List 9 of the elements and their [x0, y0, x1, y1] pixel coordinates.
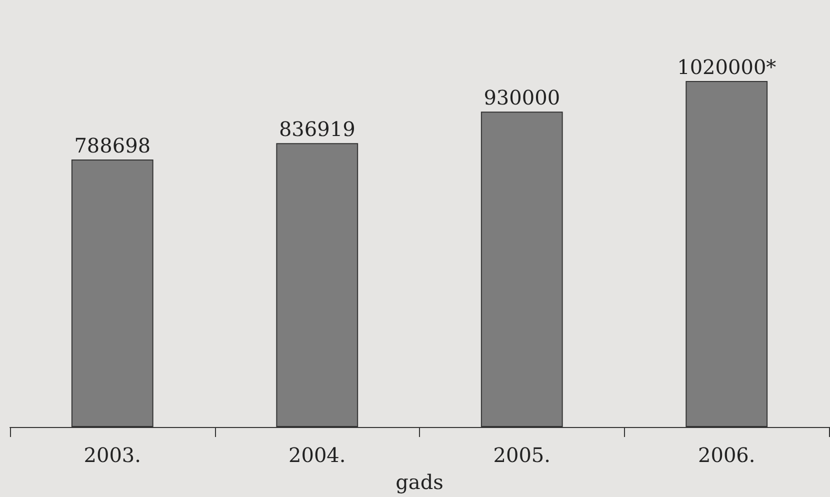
x-axis-title: gads	[396, 470, 444, 494]
x-tick-label: 2004.	[288, 443, 346, 467]
x-tick-label: 2006.	[698, 443, 756, 467]
data-label: 788698	[74, 134, 151, 158]
x-tick-label: 2005.	[493, 443, 551, 467]
data-label: 930000	[484, 86, 560, 110]
data-label: 836919	[278, 117, 356, 142]
x-tick-label: 2003.	[84, 443, 142, 467]
data-label: 1020000*	[677, 55, 776, 80]
